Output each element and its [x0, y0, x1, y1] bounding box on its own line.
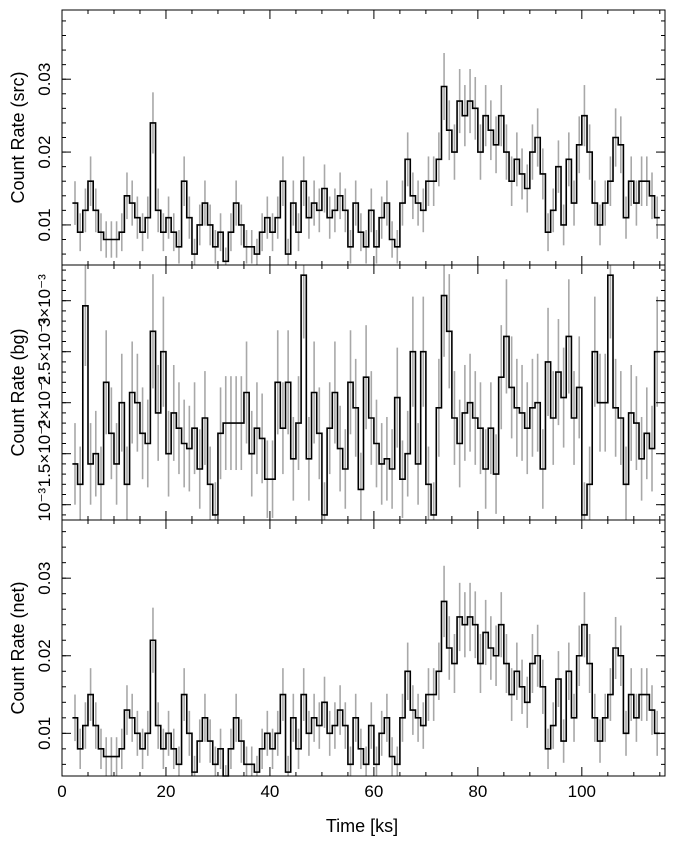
net-axes-frame: [61, 519, 666, 777]
net-y-tick-label: 0.02: [35, 639, 54, 672]
net-y-tick-label: 0.01: [35, 717, 54, 750]
bg-y-tick-label: 3×10⁻³: [35, 274, 54, 327]
bg-y-tick-label: 1.5×10⁻³: [35, 420, 54, 487]
bg-y-tick-label: 2.5×10⁻³: [35, 318, 54, 385]
net-y-tick-label: 0.03: [35, 562, 54, 595]
net-x-tick-label: 80: [468, 782, 487, 801]
src-y-tick-label: 0.01: [35, 208, 54, 241]
net-ticks: [61, 520, 665, 776]
net-x-tick-label: 40: [260, 782, 279, 801]
src-y-tick-label: 0.03: [35, 63, 54, 96]
src-y-axis-title: Count Rate (src): [8, 71, 28, 203]
src-y-tick-labels: 0.01 0.02 0.03: [35, 63, 54, 242]
net-x-tick-labels: 0 20 40 60 80 100: [57, 782, 596, 801]
net-x-tick-label: 0: [57, 782, 66, 801]
net-y-axis-title: Count Rate (net): [8, 581, 28, 714]
src-y-tick-label: 0.02: [35, 136, 54, 169]
src-step-line: [72, 85, 660, 263]
panel-bg: 10⁻³1.5×10⁻³2×10⁻³2.5×10⁻³3×10⁻³ Count R…: [8, 264, 666, 522]
panel-net: 0.01 0.02 0.03 0 20 40 60 80 100 Count Rate (ne…: [8, 519, 666, 801]
panel-src: 0.01 0.02 0.03 Count Rate (src): [8, 9, 666, 266]
bg-y-tick-label: 10⁻³: [35, 488, 54, 522]
bg-ticks: [61, 265, 665, 520]
src-ticks: [61, 10, 665, 265]
bg-y-tick-label: 2×10⁻³: [35, 376, 54, 429]
x-axis-title: Time [ks]: [326, 816, 398, 836]
net-x-tick-label: 60: [364, 782, 383, 801]
net-x-tick-label: 20: [157, 782, 176, 801]
bg-y-tick-labels: 10⁻³1.5×10⁻³2×10⁻³2.5×10⁻³3×10⁻³: [35, 274, 54, 522]
bg-step-line: [72, 274, 660, 516]
net-y-tick-labels: 0.01 0.02 0.03: [35, 562, 54, 750]
net-x-tick-label: 100: [568, 782, 596, 801]
bg-y-axis-title: Count Rate (bg): [8, 328, 28, 456]
net-step-line: [72, 600, 660, 777]
